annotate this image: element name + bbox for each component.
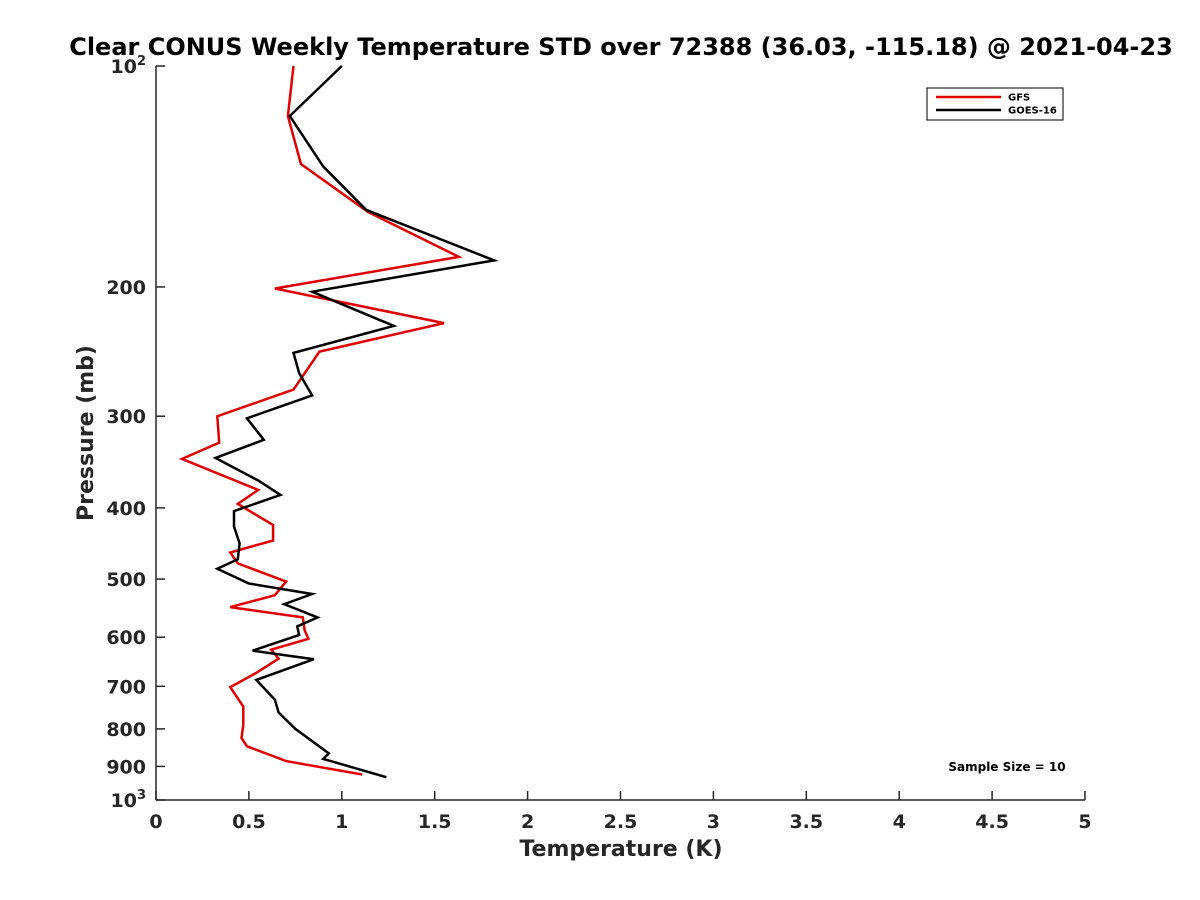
chart-title: Clear CONUS Weekly Temperature STD over … (69, 33, 1173, 61)
y-axis-ticks: 102 200 300 400 500 600 700 800 900 103 (106, 54, 165, 812)
x-tick-label: 4 (893, 811, 906, 833)
series-line-gfs (178, 65, 463, 776)
x-tick-label: 3 (707, 811, 720, 833)
y-tick-label: 102 (111, 54, 147, 78)
series-line-goes-16 (212, 65, 499, 779)
x-tick-label: 1 (335, 811, 348, 833)
legend-label: GOES-16 (1008, 106, 1057, 117)
y-tick-label: 800 (106, 719, 146, 741)
x-tick-label: 2.5 (604, 811, 638, 833)
chart-legend: GFS GOES-16 (926, 87, 1064, 121)
y-tick-label: 103 (111, 788, 147, 812)
x-tick-label: 4.5 (975, 811, 1009, 833)
legend-box (926, 87, 1064, 121)
sample-size-annotation: Sample Size = 10 (948, 760, 1065, 774)
legend-label: GFS (1008, 93, 1030, 104)
x-tick-label: 1.5 (418, 811, 452, 833)
y-tick-label: 500 (106, 569, 146, 591)
x-tick-label: 3.5 (789, 811, 823, 833)
x-tick-label: 0.5 (232, 811, 266, 833)
y-tick-label: 700 (106, 676, 146, 698)
x-tick-label: 2 (521, 811, 534, 833)
y-tick-label: 200 (106, 277, 146, 299)
y-tick-label: 900 (106, 756, 146, 778)
y-axis-label: Pressure (mb) (74, 345, 99, 521)
y-tick-label: 400 (106, 498, 146, 520)
y-tick-label: 600 (106, 627, 146, 649)
plot-area (178, 65, 499, 779)
x-axis-ticks: 0 0.5 1 1.5 2 2.5 3 3.5 4 4.5 5 (149, 791, 1092, 833)
x-axis-label: Temperature (K) (519, 837, 722, 862)
x-tick-label: 0 (149, 811, 162, 833)
y-tick-label: 300 (106, 406, 146, 428)
x-tick-label: 5 (1078, 811, 1091, 833)
